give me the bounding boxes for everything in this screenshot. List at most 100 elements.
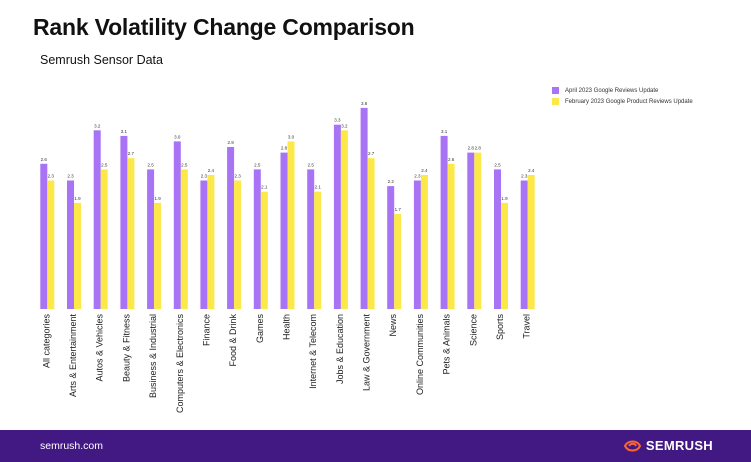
value-label-internet-and-telecom-series-1: 2.5 <box>308 162 315 167</box>
brand-name: SEMRUSH <box>645 438 713 453</box>
legend-label-series-b: February 2023 Google Product Reviews Upd… <box>565 98 693 105</box>
chart-title: Rank Volatility Change Comparison <box>33 14 415 40</box>
value-label-business-and-industrial-series-1: 2.5 <box>147 162 154 167</box>
bar-autos-and-vehicles-series-2 <box>100 169 108 309</box>
value-label-internet-and-telecom-series-2: 2.1 <box>315 185 322 190</box>
value-label-jobs-and-education-series-2: 3.2 <box>341 123 348 128</box>
category-label-internet-and-telecom: Internet & Telecom <box>308 314 318 389</box>
category-label-pets-and-animals: Pets & Animals <box>442 314 452 375</box>
bar-pets-and-animals-series-2 <box>447 163 455 309</box>
value-label-arts-and-entertainment-series-2: 1.9 <box>74 196 81 201</box>
value-label-travel-series-1: 2.3 <box>521 174 528 179</box>
category-label-sports: Sports <box>495 314 505 341</box>
bar-computers-and-electronics-series-1 <box>173 141 181 309</box>
bar-online-communities-series-2 <box>420 175 428 309</box>
bar-business-and-industrial-series-1 <box>147 169 155 309</box>
bar-internet-and-telecom-series-1 <box>307 169 315 309</box>
bar-beauty-and-fitness-series-1 <box>120 135 128 309</box>
value-label-jobs-and-education-series-1: 3.3 <box>334 118 341 123</box>
value-label-pets-and-animals-series-2: 2.6 <box>448 157 455 162</box>
value-label-computers-and-electronics-series-2: 2.5 <box>181 162 188 167</box>
value-label-pets-and-animals-series-1: 3.1 <box>441 129 448 134</box>
category-label-online-communities: Online Communities <box>415 314 425 396</box>
category-label-news: News <box>388 314 398 337</box>
category-label-arts-and-entertainment: Arts & Entertainment <box>68 314 78 398</box>
value-label-food-and-drink-series-1: 2.9 <box>227 140 234 145</box>
value-label-finance-series-2: 2.4 <box>208 168 215 173</box>
value-label-online-communities-series-2: 2.4 <box>421 168 428 173</box>
category-label-travel: Travel <box>522 314 532 339</box>
category-label-games: Games <box>255 314 265 344</box>
category-label-computers-and-electronics: Computers & Electronics <box>175 314 185 414</box>
bar-science-series-1 <box>467 152 475 309</box>
bar-travel-series-2 <box>527 175 535 309</box>
footer-url[interactable]: semrush.com <box>40 440 104 452</box>
value-label-law-and-government-series-2: 2.7 <box>368 151 375 156</box>
bar-sports-series-2 <box>501 202 508 309</box>
bar-all-categories-series-1 <box>40 163 48 309</box>
bar-arts-and-entertainment-series-2 <box>74 202 81 309</box>
bar-food-and-drink-series-1 <box>227 147 235 309</box>
legend-swatch-series-a <box>552 87 559 94</box>
legend-swatch-series-b <box>552 98 559 105</box>
value-label-arts-and-entertainment-series-1: 2.3 <box>67 174 74 179</box>
bar-finance-series-1 <box>200 180 208 309</box>
value-label-beauty-and-fitness-series-2: 2.7 <box>128 151 135 156</box>
bar-news-series-1 <box>387 186 395 309</box>
chart-subtitle: Semrush Sensor Data <box>40 53 163 67</box>
bar-health-series-1 <box>280 152 288 309</box>
value-label-games-series-2: 2.1 <box>261 185 268 190</box>
value-label-autos-and-vehicles-series-1: 3.2 <box>94 123 101 128</box>
semrush-flame-icon <box>623 440 641 451</box>
bar-jobs-and-education-series-1 <box>333 124 341 309</box>
semrush-logo: SEMRUSH <box>623 438 713 453</box>
value-label-beauty-and-fitness-series-1: 3.1 <box>121 129 128 134</box>
value-label-science-series-1: 2.8 <box>468 146 475 151</box>
bar-law-and-government-series-1 <box>360 107 368 310</box>
value-label-science-series-2: 2.8 <box>475 146 482 151</box>
value-label-online-communities-series-1: 2.3 <box>414 174 421 179</box>
chart-legend: April 2023 Google Reviews Update Februar… <box>552 85 693 107</box>
bar-online-communities-series-1 <box>413 180 421 309</box>
value-label-travel-series-2: 2.4 <box>528 168 535 173</box>
category-label-all-categories: All categories <box>41 314 51 369</box>
bar-chart: 2.62.3 2.31.93.22.53.12.72.51.93.02.52.32… <box>40 101 535 414</box>
category-label-beauty-and-fitness: Beauty & Fitness <box>121 314 131 383</box>
value-label-law-and-government-series-1: 3.6 <box>361 101 368 106</box>
value-label-autos-and-vehicles-series-2: 2.5 <box>101 162 108 167</box>
value-label-all-categories-series-1: 2.6 <box>41 157 48 162</box>
value-label-news-series-2: 1.7 <box>395 207 402 212</box>
bar-sports-series-1 <box>494 169 501 309</box>
category-label-autos-and-vehicles: Autos & Vehicles <box>95 314 105 382</box>
category-label-jobs-and-education: Jobs & Education <box>335 314 345 384</box>
bar-internet-and-telecom-series-2 <box>314 191 322 309</box>
value-label-news-series-1: 2.2 <box>388 179 395 184</box>
value-label-sports-series-1: 2.5 <box>494 162 501 167</box>
bar-pets-and-animals-series-1 <box>440 135 448 309</box>
bar-games-series-1 <box>253 169 261 309</box>
value-label-sports-series-2: 1.9 <box>501 196 508 201</box>
value-label-all-categories-series-2: 2.3 <box>48 174 55 179</box>
bar-law-and-government-series-2 <box>367 158 375 309</box>
category-label-finance: Finance <box>201 314 211 346</box>
category-label-health: Health <box>282 314 292 340</box>
legend-label-series-a: April 2023 Google Reviews Update <box>565 87 659 94</box>
category-label-science: Science <box>468 314 478 346</box>
value-label-health-series-2: 3.0 <box>288 134 295 139</box>
legend-item-series-b: February 2023 Google Product Reviews Upd… <box>552 96 693 107</box>
category-label-food-and-drink: Food & Drink <box>228 314 238 367</box>
bar-business-and-industrial-series-2 <box>154 202 162 309</box>
bar-all-categories-series-2 <box>47 180 55 309</box>
legend-item-series-a: April 2023 Google Reviews Update <box>552 85 693 96</box>
value-label-computers-and-electronics-series-1: 3.0 <box>174 134 181 139</box>
bar-jobs-and-education-series-2 <box>340 130 348 309</box>
value-label-food-and-drink-series-2: 2.3 <box>234 174 241 179</box>
category-label-business-and-industrial: Business & Industrial <box>148 314 158 398</box>
bar-beauty-and-fitness-series-2 <box>127 158 135 309</box>
bar-travel-series-1 <box>520 180 528 309</box>
category-label-law-and-government: Law & Government <box>362 314 372 392</box>
value-label-health-series-1: 2.8 <box>281 146 288 151</box>
value-label-business-and-industrial-series-2: 1.9 <box>154 196 161 201</box>
value-label-finance-series-1: 2.3 <box>201 174 208 179</box>
bar-finance-series-2 <box>207 175 215 309</box>
